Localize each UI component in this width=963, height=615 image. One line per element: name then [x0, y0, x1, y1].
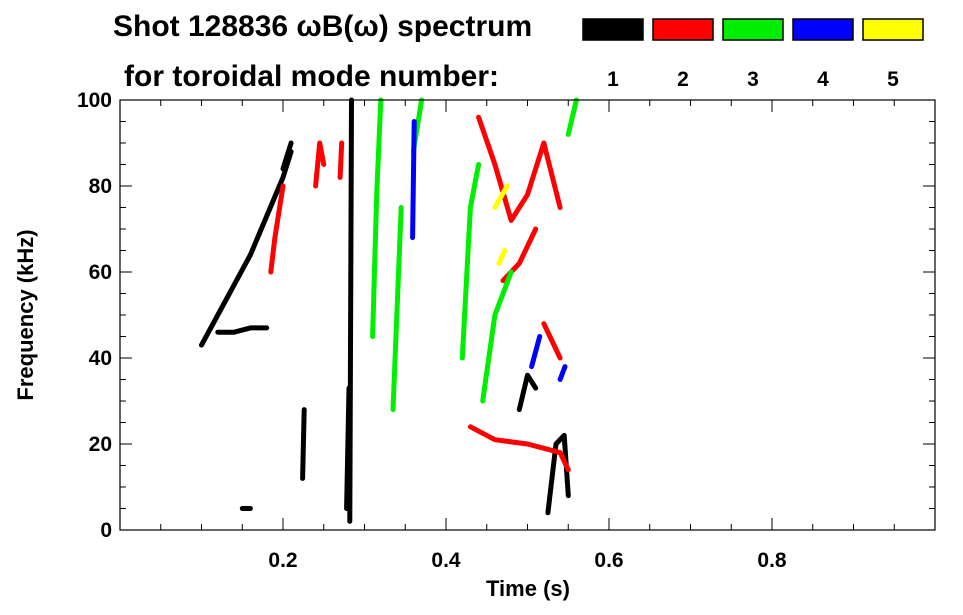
legend-label-1: 1 [607, 68, 619, 91]
mode-3-segment-4 [480, 269, 514, 404]
mode-1-segment-0 [199, 149, 294, 348]
mode-1-segment-7 [545, 432, 571, 516]
mode-2-segment-1 [313, 140, 327, 189]
legend-label-4: 4 [817, 68, 829, 91]
legend: 1 2 3 4 5 [582, 18, 924, 91]
legend-swatch-5 [862, 18, 924, 41]
plot-area [199, 97, 579, 524]
legend-label-5: 5 [887, 68, 899, 91]
y-tick-label: 60 [89, 261, 112, 284]
mode-1-segment-6 [516, 372, 539, 413]
y-tick-label: 80 [89, 175, 112, 198]
mode-5-segment-0 [492, 183, 510, 210]
mode-2-segment-2 [337, 140, 345, 180]
x-axis-label: Time (s) [486, 576, 570, 601]
y-axis-label: Frequency (kHz) [13, 229, 38, 400]
mode-5-segment-1 [496, 248, 508, 266]
mode-4-segment-1 [529, 334, 543, 370]
legend-swatch-1 [582, 18, 644, 41]
y-tick-label: 100 [77, 89, 112, 112]
chart-title-line1: Shot 128836 ωB(ω) spectrum [113, 10, 532, 43]
mode-3-segment-1 [390, 205, 404, 413]
legend-label-2: 2 [677, 68, 689, 91]
y-tick-label: 20 [89, 433, 112, 456]
chart-title-line2: for toroidal mode number: [124, 60, 499, 93]
mode-3-segment-3 [459, 162, 482, 361]
mode-2-segment-4 [476, 114, 563, 223]
legend-swatch-4 [792, 18, 854, 41]
mode-2-segment-6 [541, 321, 563, 361]
mode-2-segment-3 [467, 424, 571, 473]
legend-swatch-2 [652, 18, 714, 41]
x-tick-label: 0.2 [268, 549, 297, 572]
mode-4-segment-2 [557, 364, 568, 382]
plot-frame: 0 20 40 60 80 100 0.2 0.4 0.6 0.8 [77, 89, 936, 572]
mode-1-segment-5 [347, 97, 354, 524]
y-tick-label: 40 [89, 347, 112, 370]
y-tick-label: 0 [100, 519, 112, 542]
x-tick-label: 0.8 [757, 549, 787, 572]
legend-label-3: 3 [747, 68, 759, 91]
plot-border [119, 99, 936, 531]
mode-1-segment-1 [215, 325, 270, 335]
mode-2-segment-0 [268, 183, 286, 275]
mode-4-segment-0 [410, 119, 417, 241]
legend-swatch-3 [722, 18, 784, 41]
x-tick-label: 0.4 [431, 549, 461, 572]
mode-1-segment-3 [300, 407, 307, 481]
x-tick-label: 0.6 [594, 549, 623, 572]
mode-1-segment-2 [280, 140, 294, 172]
mode-3-segment-5 [565, 97, 579, 137]
mode-2-segment-5 [500, 226, 539, 284]
mode-3-segment-0 [370, 97, 384, 339]
